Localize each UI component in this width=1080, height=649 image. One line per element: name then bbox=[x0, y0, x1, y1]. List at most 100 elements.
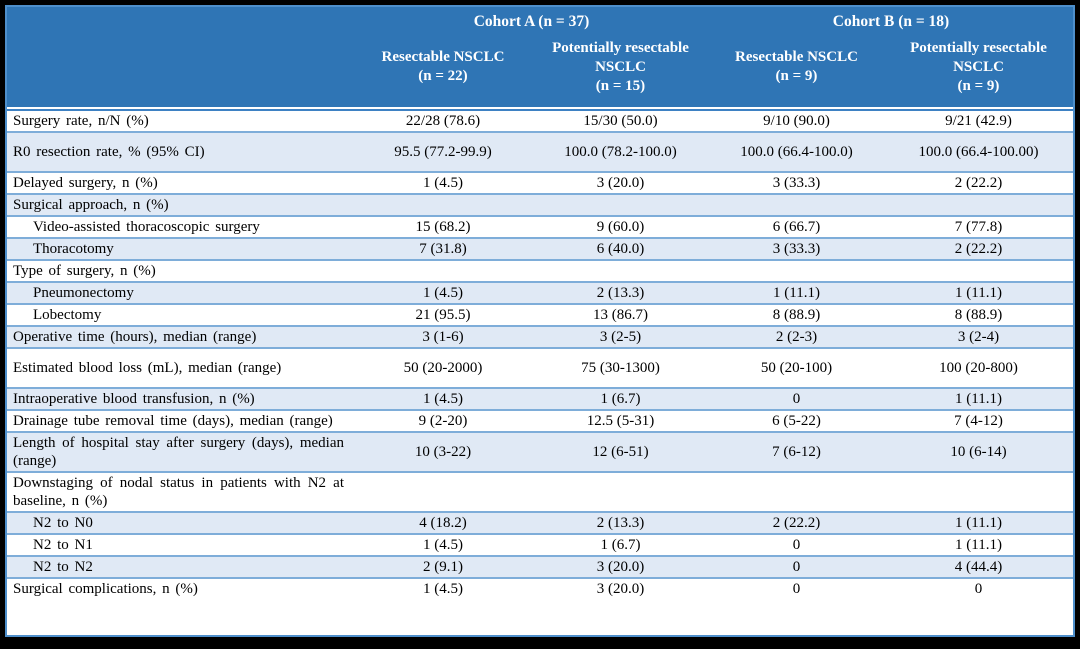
table-row: N2 to N1 1 (4.5) 1 (6.7) 0 1 (11.1) bbox=[7, 533, 1073, 555]
row-value: 1 (4.5) bbox=[423, 391, 463, 407]
row-label: Pneumonectomy bbox=[33, 285, 134, 301]
row-value: 1 (11.1) bbox=[955, 285, 1002, 301]
row-value: 1 (11.1) bbox=[955, 391, 1002, 407]
row-value: 75 (30-1300) bbox=[581, 360, 660, 376]
column-header-name: Resectable NSCLC bbox=[381, 49, 505, 65]
row-value: 100.0 (66.4-100.00) bbox=[918, 144, 1039, 160]
row-value bbox=[884, 204, 1073, 206]
row-value: 6 (66.7) bbox=[772, 219, 821, 235]
table-header: Cohort A (n = 37) Cohort B (n = 18) Rese… bbox=[7, 7, 1073, 109]
row-value: 0 bbox=[792, 559, 801, 575]
table-row: Drainage tube removal time (days), media… bbox=[7, 409, 1073, 431]
row-label: Video-assisted thoracoscopic surgery bbox=[33, 219, 260, 235]
table-row: R0 resection rate, % (95% CI) 95.5 (77.2-… bbox=[7, 131, 1073, 171]
row-value: 3 (33.3) bbox=[772, 241, 821, 257]
column-header-resectable-b: Resectable NSCLC (n = 9) bbox=[709, 48, 884, 86]
row-value: 100.0 (66.4-100.0) bbox=[740, 144, 853, 160]
row-label: N2 to N2 bbox=[33, 559, 93, 575]
column-header-n: (n = 15) bbox=[595, 77, 646, 94]
column-header-name: Potentially resectable NSCLC bbox=[552, 39, 689, 75]
row-value: 2 (13.3) bbox=[596, 515, 645, 531]
row-label: Downstaging of nodal status in patients … bbox=[13, 475, 344, 509]
row-label: N2 to N0 bbox=[33, 515, 93, 531]
row-value: 1 (6.7) bbox=[600, 537, 641, 553]
row-value: 21 (95.5) bbox=[415, 307, 471, 323]
row-value: 1 (6.7) bbox=[600, 391, 641, 407]
row-value: 3 (20.0) bbox=[596, 559, 645, 575]
row-value: 7 (31.8) bbox=[419, 241, 467, 257]
row-value: 100 (20-800) bbox=[939, 360, 1018, 376]
table-body: Surgery rate, n/N (%) 22/28 (78.6) 15/30 (… bbox=[7, 109, 1073, 635]
table-row: Pneumonectomy 1 (4.5) 2 (13.3) 1 (11.1) 1 (1… bbox=[7, 281, 1073, 303]
row-value: 15/30 (50.0) bbox=[583, 113, 658, 129]
column-header-n: (n = 9) bbox=[775, 68, 818, 84]
column-header-name: Resectable NSCLC bbox=[735, 49, 858, 65]
table-row: Type of surgery, n (%) bbox=[7, 259, 1073, 281]
row-value: 0 bbox=[792, 391, 801, 407]
row-value: 10 (3-22) bbox=[414, 444, 472, 460]
row-value: 12.5 (5-31) bbox=[586, 413, 655, 429]
row-value: 12 (6-51) bbox=[592, 444, 649, 460]
row-label: Surgical complications, n (%) bbox=[13, 581, 198, 597]
row-value bbox=[884, 270, 1073, 272]
table-row: Delayed surgery, n (%) 1 (4.5) 3 (20.0) 3 (… bbox=[7, 171, 1073, 193]
row-value: 2 (22.2) bbox=[954, 241, 1003, 257]
row-value: 1 (4.5) bbox=[423, 175, 463, 191]
row-label: Intraoperative blood transfusion, n (%) bbox=[13, 391, 255, 407]
row-value: 6 (5-22) bbox=[772, 413, 821, 429]
table-row: Surgical complications, n (%) 1 (4.5) 3 (2… bbox=[7, 577, 1073, 599]
row-label: Surgical approach, n (%) bbox=[13, 197, 169, 213]
row-value bbox=[884, 491, 1073, 493]
row-value: 100.0 (78.2-100.0) bbox=[564, 144, 677, 160]
row-value: 7 (4-12) bbox=[954, 413, 1003, 429]
row-value: 9/10 (90.0) bbox=[763, 113, 830, 129]
row-value bbox=[532, 204, 709, 206]
row-value bbox=[532, 491, 709, 493]
row-value bbox=[354, 204, 532, 206]
table-row: Surgery rate, n/N (%) 22/28 (78.6) 15/30 (… bbox=[7, 109, 1073, 131]
row-value: 13 (86.7) bbox=[593, 307, 648, 323]
row-value: 7 (77.8) bbox=[954, 219, 1003, 235]
table-row: Surgical approach, n (%) bbox=[7, 193, 1073, 215]
row-value bbox=[709, 270, 884, 272]
row-value: 2 (9.1) bbox=[423, 559, 463, 575]
row-value: 1 (11.1) bbox=[773, 285, 820, 301]
row-value: 2 (22.2) bbox=[954, 175, 1003, 191]
row-value: 2 (2-3) bbox=[775, 329, 818, 345]
row-value: 50 (20-2000) bbox=[403, 360, 483, 376]
row-value: 0 bbox=[792, 537, 801, 553]
table-row: Lobectomy 21 (95.5) 13 (86.7) 8 (88.9) 8 (88… bbox=[7, 303, 1073, 325]
row-label: Length of hospital stay after surgery (d… bbox=[13, 435, 344, 469]
row-value: 1 (4.5) bbox=[423, 581, 463, 597]
row-value bbox=[709, 491, 884, 493]
row-value: 9/21 (42.9) bbox=[945, 113, 1012, 129]
row-value: 0 bbox=[974, 581, 983, 597]
row-label: Surgery rate, n/N (%) bbox=[13, 113, 149, 129]
cohort-header-row: Cohort A (n = 37) Cohort B (n = 18) bbox=[7, 7, 1073, 33]
row-value: 4 (18.2) bbox=[419, 515, 467, 531]
table-row: N2 to N2 2 (9.1) 3 (20.0) 0 4 (44.4) bbox=[7, 555, 1073, 577]
row-value: 1 (4.5) bbox=[423, 537, 463, 553]
row-label: Type of surgery, n (%) bbox=[13, 263, 156, 279]
row-value: 15 (68.2) bbox=[415, 219, 471, 235]
row-value: 4 (44.4) bbox=[954, 559, 1003, 575]
surgical-outcomes-table: Cohort A (n = 37) Cohort B (n = 18) Rese… bbox=[5, 5, 1075, 637]
column-header-potentially-resectable-b: Potentially resectable NSCLC (n = 9) bbox=[884, 39, 1073, 96]
table-row: Intraoperative blood transfusion, n (%) 1… bbox=[7, 387, 1073, 409]
row-value: 9 (60.0) bbox=[596, 219, 645, 235]
column-header-name: Potentially resectable NSCLC bbox=[910, 39, 1047, 75]
row-value: 22/28 (78.6) bbox=[405, 113, 481, 129]
table-row: Thoracotomy 7 (31.8) 6 (40.0) 3 (33.3) 2 (22… bbox=[7, 237, 1073, 259]
row-value: 1 (11.1) bbox=[955, 515, 1002, 531]
column-header-resectable-a: Resectable NSCLC (n = 22) bbox=[354, 48, 532, 86]
row-value bbox=[532, 270, 709, 272]
row-value: 95.5 (77.2-99.9) bbox=[394, 144, 492, 160]
row-value: 0 bbox=[792, 581, 801, 597]
row-value: 3 (2-4) bbox=[957, 329, 1000, 345]
row-label: R0 resection rate, % (95% CI) bbox=[13, 144, 205, 160]
row-value: 3 (33.3) bbox=[772, 175, 821, 191]
row-value: 3 (1-6) bbox=[422, 329, 464, 345]
table-row: N2 to N0 4 (18.2) 2 (13.3) 2 (22.2) 1 (11.1) bbox=[7, 511, 1073, 533]
cohort-a-header: Cohort A (n = 37) bbox=[473, 13, 590, 30]
